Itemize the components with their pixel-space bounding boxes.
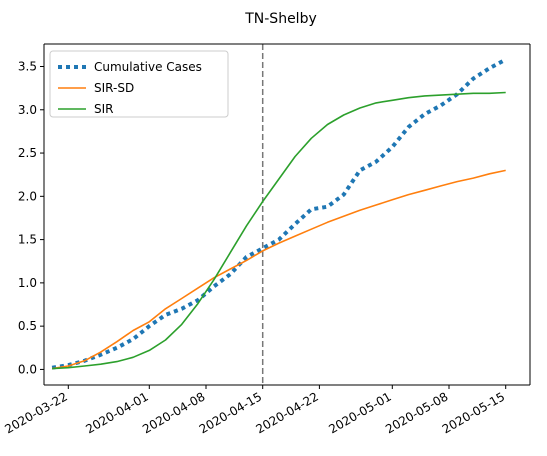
y-tick-label-5: 2.5: [18, 146, 37, 160]
legend: Cumulative Cases SIR-SD SIR: [49, 50, 229, 118]
series-line-1: [51, 169, 506, 370]
chart-title: TN-Shelby: [244, 11, 317, 27]
y-tick-label-0: 0.0: [18, 362, 37, 376]
legend-label-1: SIR-SD: [94, 81, 134, 95]
x-tick-label-5: 2020-05-01: [326, 389, 393, 436]
series-line-0: [51, 57, 507, 370]
series-line-2: [52, 91, 506, 370]
x-tick-label-7: 2020-05-15: [440, 389, 507, 436]
y-tick-label-1: 0.5: [18, 319, 37, 333]
legend-label-2: SIR: [94, 102, 114, 116]
x-tick-label-0: 2020-03-22: [2, 389, 69, 436]
x-tick-label-4: 2020-04-22: [253, 389, 320, 436]
y-tick-label-7: 3.5: [18, 60, 37, 74]
legend-box: [49, 50, 229, 118]
y-tick-label-6: 3.0: [18, 103, 37, 117]
y-tick-label-3: 1.5: [18, 233, 37, 247]
y-tick-label-4: 2.0: [18, 189, 37, 203]
y-tick-label-2: 1.0: [18, 276, 37, 290]
x-tick-label-2: 2020-04-08: [140, 389, 207, 436]
series-layer: [51, 57, 507, 370]
x-tick-label-1: 2020-04-01: [83, 389, 150, 436]
x-tick-label-3: 2020-04-15: [197, 389, 264, 436]
x-tick-label-6: 2020-05-08: [383, 389, 450, 436]
legend-label-0: Cumulative Cases: [94, 60, 202, 74]
